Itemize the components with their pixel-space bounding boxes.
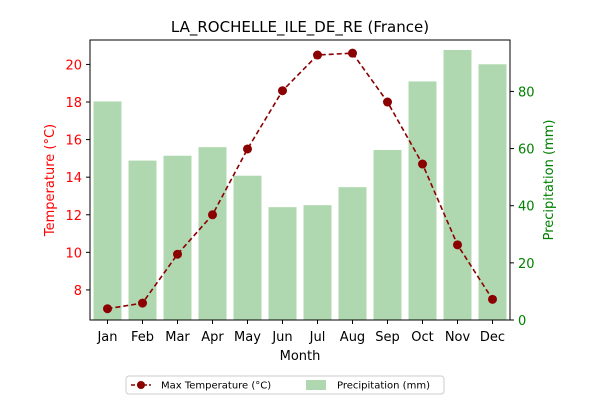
temperature-point-jun <box>278 86 287 96</box>
precipitation-bar-sep <box>373 150 402 320</box>
chart-title: LA_ROCHELLE_ILE_DE_RE (France) <box>171 18 429 37</box>
temperature-point-oct <box>418 159 427 169</box>
y-left-tick-label-10: 10 <box>65 246 82 261</box>
x-tick-label-oct: Oct <box>411 330 433 345</box>
temperature-point-may <box>243 144 252 154</box>
precipitation-bar-oct <box>408 81 437 320</box>
y-left-tick-label-16: 16 <box>65 134 82 149</box>
precipitation-bar-jun <box>268 207 297 320</box>
y-left-tick-label-8: 8 <box>74 284 82 299</box>
precipitation-bar-nov <box>443 50 472 320</box>
temperature-point-sep <box>383 97 392 107</box>
temperature-point-feb <box>138 298 147 308</box>
axes: Jan Feb Mar Apr May Jun Jul Aug Sep Oct Nov Dec 8 10 1… <box>65 39 535 345</box>
x-tick-label-jun: Jun <box>271 330 292 345</box>
legend: Max Temperature (°C) Precipitation (mm) <box>125 375 445 395</box>
precipitation-bar-may <box>233 175 262 320</box>
y-left-tick-label-12: 12 <box>65 209 82 224</box>
y-right-tick-label-20: 20 <box>518 257 535 272</box>
temperature-point-mar <box>173 249 182 259</box>
temperature-line-layer <box>103 48 497 314</box>
x-tick-label-nov: Nov <box>445 330 471 345</box>
precipitation-bar-dec <box>478 64 507 321</box>
temperature-point-nov <box>453 240 462 250</box>
x-tick-label-jan: Jan <box>96 330 117 345</box>
y-right-tick-label-80: 80 <box>518 85 535 100</box>
plot-frame <box>89 39 511 321</box>
precipitation-bar-jul <box>303 205 332 320</box>
temperature-point-aug <box>348 48 357 58</box>
x-tick-label-aug: Aug <box>340 330 365 345</box>
precipitation-bar-aug <box>338 187 367 320</box>
temperature-point-jul <box>313 50 322 60</box>
y-left-tick-label-20: 20 <box>65 58 82 73</box>
x-tick-label-mar: Mar <box>165 330 190 345</box>
x-tick-label-sep: Sep <box>375 330 400 345</box>
legend-bar-swatch <box>306 380 326 390</box>
temperature-point-jan <box>103 304 112 314</box>
x-tick-label-may: May <box>234 330 261 345</box>
precipitation-bar-mar <box>163 155 192 320</box>
y-right-tick-label-60: 60 <box>518 143 535 158</box>
legend-line-marker <box>137 381 145 389</box>
x-tick-label-jul: Jul <box>309 330 326 345</box>
y-left-tick-label-18: 18 <box>65 96 82 111</box>
x-tick-label-feb: Feb <box>131 330 154 345</box>
precipitation-bar-apr <box>198 147 227 320</box>
legend-label-precipitation: Precipitation (mm) <box>337 381 430 392</box>
legend-frame <box>125 375 445 395</box>
y-axis-left-label: Temperature (°C) <box>43 124 58 237</box>
y-left-tick-label-14: 14 <box>65 171 82 186</box>
y-right-tick-label-40: 40 <box>518 200 535 215</box>
precipitation-bar-feb <box>128 160 157 320</box>
legend-label-temperature: Max Temperature (°C) <box>161 381 271 392</box>
y-axis-right-label: Precipitation (mm) <box>542 120 557 241</box>
precipitation-bar-jan <box>93 101 122 320</box>
x-tick-label-dec: Dec <box>480 330 505 345</box>
x-tick-label-apr: Apr <box>201 330 224 345</box>
precipitation-bars <box>93 50 507 321</box>
temperature-point-apr <box>208 210 217 220</box>
temperature-point-dec <box>488 294 497 304</box>
temperature-line <box>107 52 494 310</box>
x-axis-label: Month <box>280 349 321 364</box>
y-right-tick-label-0: 0 <box>518 314 526 329</box>
